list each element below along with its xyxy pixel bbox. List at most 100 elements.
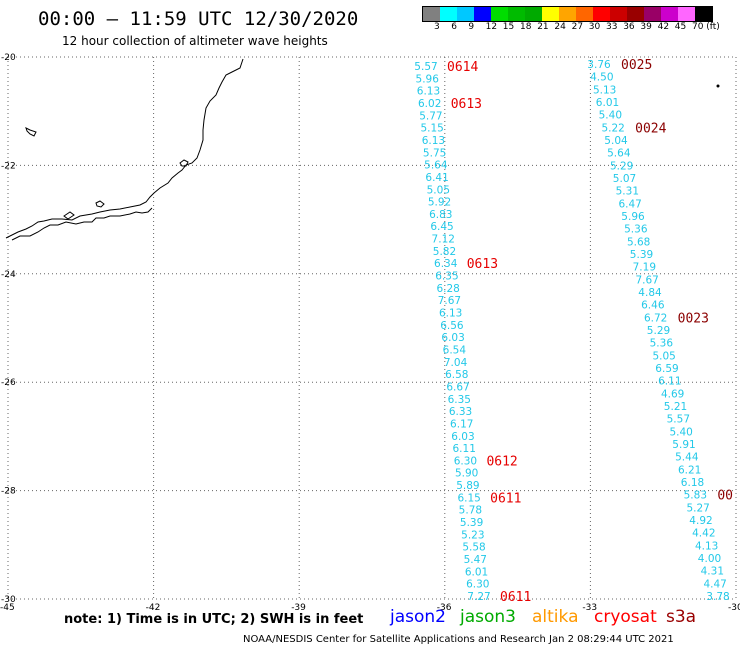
color-scale-label: 15: [502, 22, 515, 32]
wave-height-label: 6.41: [425, 172, 448, 184]
lon-label: -42: [146, 603, 161, 613]
wave-height-label: 5.21: [664, 401, 687, 413]
wave-height-label: 5.78: [459, 505, 482, 517]
color-scale-bar: [422, 6, 713, 22]
wave-height-label: 4.00: [698, 553, 721, 565]
wave-height-label: 6.59: [655, 363, 678, 375]
wave-height-label: 5.57: [667, 414, 690, 426]
satellite-jason3: jason3: [460, 607, 516, 627]
color-scale-label: 45: [674, 22, 687, 32]
time-label: 0023: [678, 311, 709, 326]
color-swatch: [610, 7, 627, 21]
wave-height-label: 6.11: [658, 376, 681, 388]
wave-height-label: 6.30: [466, 579, 489, 591]
wave-height-label: 7.19: [633, 262, 656, 274]
wave-height-label: 6.17: [450, 418, 473, 430]
satellite-cryosat: cryosat: [594, 607, 657, 627]
color-swatch: [644, 7, 661, 21]
wave-height-label: 7.27: [467, 591, 490, 603]
wave-height-label: 5.40: [599, 110, 622, 122]
wave-height-label: 5.58: [462, 542, 485, 554]
wave-height-label: 5.39: [630, 249, 653, 261]
wave-height-label: 6.13: [417, 86, 440, 98]
wave-height-label: 4.31: [701, 566, 724, 578]
wave-height-label: 5.64: [424, 160, 448, 172]
coastline-path: [5, 58, 244, 239]
wave-height-label: 5.05: [652, 350, 675, 362]
color-swatch: [457, 7, 474, 21]
wave-height-label: 6.54: [443, 344, 467, 356]
wave-height-label: 3.78: [706, 591, 729, 603]
wave-height-label: 5.23: [461, 529, 484, 541]
wave-height-label: 6.83: [429, 209, 452, 221]
coastline-bay: [11, 207, 153, 241]
color-scale-label: 30: [588, 22, 601, 32]
wave-height-label: 5.05: [427, 184, 450, 196]
wave-height-label: 4.69: [661, 388, 684, 400]
color-scale-label: 33: [606, 22, 618, 32]
lon-label: -36: [437, 603, 452, 613]
color-swatch: [440, 7, 457, 21]
wave-height-label: 6.72: [644, 312, 667, 324]
color-swatch: [491, 7, 508, 21]
color-swatch: [576, 7, 593, 21]
map-dot: [716, 84, 720, 88]
color-scale-label: (ft): [706, 22, 720, 32]
wave-height-label: 5.31: [616, 186, 639, 198]
wave-height-label: 5.15: [420, 123, 443, 135]
wave-height-label: 5.89: [456, 480, 479, 492]
color-swatch: [474, 7, 491, 21]
wave-height-label: 5.07: [613, 173, 636, 185]
color-swatch: [593, 7, 610, 21]
color-scale-label: 39: [640, 22, 652, 32]
wave-height-label: 6.35: [435, 271, 458, 283]
time-label: 0025: [621, 58, 652, 73]
wave-height-label: 5.57: [414, 61, 437, 73]
lat-label: -22: [1, 161, 16, 171]
wave-height-label: 5.22: [601, 122, 624, 134]
wave-height-label: 7.04: [444, 357, 468, 369]
map-subtitle: 12 hour collection of altimeter wave hei…: [62, 34, 328, 48]
wave-height-label: 6.34: [434, 258, 458, 270]
time-label: 0611: [500, 590, 531, 605]
wave-height-label: 5.90: [455, 468, 478, 480]
wave-height-label: 4.13: [695, 540, 718, 552]
time-label: 00: [717, 489, 733, 504]
wave-height-label: 5.44: [675, 452, 699, 464]
time-label: 0613: [451, 97, 482, 112]
time-label: 0024: [635, 121, 666, 136]
color-scale-label: 70: [692, 22, 704, 32]
satellite-jason2: jason2: [390, 607, 446, 627]
wave-height-label: 4.92: [689, 515, 712, 527]
axes-labels: -20-22-24-26-28-30-45 -42 -39 -36 -33 -30: [0, 53, 740, 613]
coastline: [5, 58, 720, 241]
wave-height-label: 6.46: [641, 300, 665, 312]
wave-height-label: 6.13: [439, 308, 462, 320]
color-swatch: [559, 7, 576, 21]
track-a: 5.575.966.136.025.775.156.135.755.646.41…: [414, 60, 531, 605]
wave-height-label: 4.84: [638, 287, 662, 299]
wave-height-label: 6.03: [451, 431, 474, 443]
footer-credit: NOAA/NESDIS Center for Satellite Applica…: [243, 634, 674, 645]
time-label: 0614: [447, 60, 478, 75]
wave-height-label: 6.01: [596, 97, 619, 109]
wave-height-label: 6.45: [430, 221, 453, 233]
color-swatch: [423, 7, 440, 21]
wave-height-label: 6.01: [465, 566, 488, 578]
color-scale-label: 18: [520, 22, 532, 32]
wave-height-label: 5.40: [669, 426, 692, 438]
wave-height-label: 6.47: [618, 198, 641, 210]
wave-height-label: 6.56: [440, 320, 464, 332]
wave-height-label: 3.76: [587, 59, 611, 71]
lon-label: -45: [0, 603, 15, 613]
footer-note: note: 1) Time is in UTC; 2) SWH is in fe…: [64, 612, 364, 627]
color-swatch: [661, 7, 678, 21]
color-swatch: [678, 7, 695, 21]
wave-height-label: 5.36: [650, 338, 674, 350]
color-scale-label: 42: [657, 22, 670, 32]
color-swatch: [627, 7, 644, 21]
color-scale-label: 9: [468, 22, 475, 32]
wave-height-label: 5.13: [593, 84, 616, 96]
lat-label: -20: [1, 53, 16, 63]
